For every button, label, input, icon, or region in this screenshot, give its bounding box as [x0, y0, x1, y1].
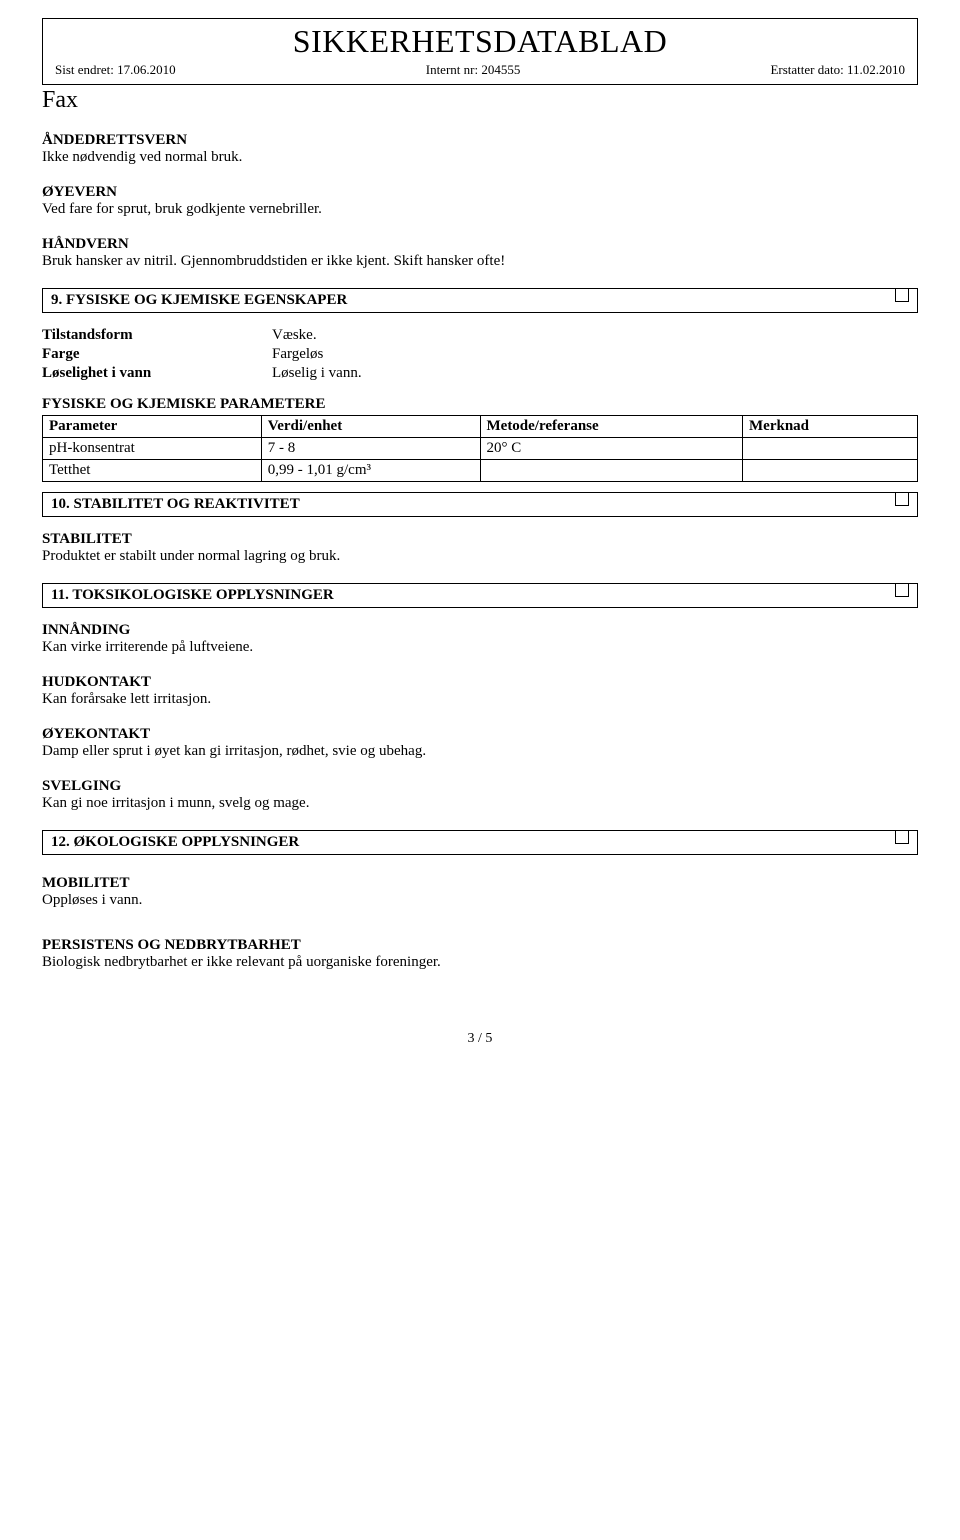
section-10-blocks: STABILITETProduktet er stabilt under nor… — [42, 531, 918, 565]
checkbox-icon — [895, 583, 909, 597]
block-title: SVELGING — [42, 778, 918, 795]
meta-center: Internt nr: 204555 — [426, 62, 521, 78]
page-footer: 3 / 5 — [42, 1031, 918, 1047]
section-11-blocks: INNÅNDINGKan virke irriterende på luftve… — [42, 622, 918, 812]
title-box: SIKKERHETSDATABLAD Sist endret: 17.06.20… — [42, 18, 918, 85]
table-cell: 0,99 - 1,01 g/cm³ — [261, 460, 480, 482]
property-value: Væske. — [272, 327, 317, 344]
text-block: ÅNDEDRETTSVERNIkke nødvendig ved normal … — [42, 132, 918, 166]
table-header: Metode/referanse — [480, 416, 743, 438]
property-value: Fargeløs — [272, 346, 323, 363]
property-value: Løselig i vann. — [272, 365, 362, 382]
block-title: ØYEVERN — [42, 184, 918, 201]
section-9-heading: 9. FYSISKE OG KJEMISKE EGENSKAPER — [51, 292, 347, 309]
section-11-heading: 11. TOKSIKOLOGISKE OPPLYSNINGER — [51, 587, 334, 604]
section-9-props: TilstandsformVæske.FargeFargeløsLøseligh… — [42, 327, 918, 382]
property-key: Løselighet i vann — [42, 365, 272, 382]
table-header: Parameter — [43, 416, 262, 438]
text-block: HÅNDVERNBruk hansker av nitril. Gjennomb… — [42, 236, 918, 270]
page-title: SIKKERHETSDATABLAD — [51, 23, 909, 60]
checkbox-icon — [895, 288, 909, 302]
section-12-blocks: MOBILITETOppløses i vann. PERSISTENS OG N… — [42, 875, 918, 971]
meta-left: Sist endret: 17.06.2010 — [55, 62, 176, 78]
block-title: MOBILITET — [42, 875, 918, 892]
meta-row: Sist endret: 17.06.2010 Internt nr: 2045… — [51, 60, 909, 78]
block-title: ØYEKONTAKT — [42, 726, 918, 743]
property-row: Løselighet i vannLøselig i vann. — [42, 365, 918, 382]
text-block: SVELGINGKan gi noe irritasjon i munn, sv… — [42, 778, 918, 812]
text-block: INNÅNDINGKan virke irriterende på luftve… — [42, 622, 918, 656]
section-10-bar: 10. STABILITET OG REAKTIVITET — [42, 492, 918, 517]
params-title: FYSISKE OG KJEMISKE PARAMETERE — [42, 396, 918, 413]
block-title: STABILITET — [42, 531, 918, 548]
text-block: PERSISTENS OG NEDBRYTBARHETBiologisk ned… — [42, 937, 918, 971]
table-cell: 7 - 8 — [261, 438, 480, 460]
text-block: MOBILITETOppløses i vann. — [42, 875, 918, 909]
block-text: Damp eller sprut i øyet kan gi irritasjo… — [42, 743, 918, 760]
section-12-heading: 12. ØKOLOGISKE OPPLYSNINGER — [51, 834, 299, 851]
table-cell — [743, 460, 918, 482]
top-blocks: ÅNDEDRETTSVERNIkke nødvendig ved normal … — [42, 132, 918, 270]
table-header: Merknad — [743, 416, 918, 438]
block-text: Produktet er stabilt under normal lagrin… — [42, 548, 918, 565]
block-text: Oppløses i vann. — [42, 892, 918, 909]
block-text: Kan forårsake lett irritasjon. — [42, 691, 918, 708]
block-text: Ved fare for sprut, bruk godkjente verne… — [42, 201, 918, 218]
section-10-heading: 10. STABILITET OG REAKTIVITET — [51, 496, 300, 513]
property-key: Farge — [42, 346, 272, 363]
table-cell: pH-konsentrat — [43, 438, 262, 460]
section-11-bar: 11. TOKSIKOLOGISKE OPPLYSNINGER — [42, 583, 918, 608]
block-title: PERSISTENS OG NEDBRYTBARHET — [42, 937, 918, 954]
block-title: ÅNDEDRETTSVERN — [42, 132, 918, 149]
block-text: Kan virke irriterende på luftveiene. — [42, 639, 918, 656]
block-title: INNÅNDING — [42, 622, 918, 639]
checkbox-icon — [895, 830, 909, 844]
block-text: Ikke nødvendig ved normal bruk. — [42, 149, 918, 166]
meta-right: Erstatter dato: 11.02.2010 — [770, 62, 905, 78]
fax-label: Fax — [42, 87, 918, 114]
table-row: Tetthet0,99 - 1,01 g/cm³ — [43, 460, 918, 482]
table-cell — [480, 460, 743, 482]
property-key: Tilstandsform — [42, 327, 272, 344]
table-row: pH-konsentrat7 - 820° C — [43, 438, 918, 460]
checkbox-icon — [895, 492, 909, 506]
block-text: Biologisk nedbrytbarhet er ikke relevant… — [42, 954, 918, 971]
block-title: HUDKONTAKT — [42, 674, 918, 691]
section-9-params: FYSISKE OG KJEMISKE PARAMETERE Parameter… — [42, 396, 918, 482]
text-block: HUDKONTAKTKan forårsake lett irritasjon. — [42, 674, 918, 708]
table-cell: 20° C — [480, 438, 743, 460]
params-table: ParameterVerdi/enhetMetode/referanseMerk… — [42, 415, 918, 482]
text-block: STABILITETProduktet er stabilt under nor… — [42, 531, 918, 565]
text-block: ØYEKONTAKTDamp eller sprut i øyet kan gi… — [42, 726, 918, 760]
table-cell: Tetthet — [43, 460, 262, 482]
block-text: Bruk hansker av nitril. Gjennombruddstid… — [42, 253, 918, 270]
block-title: HÅNDVERN — [42, 236, 918, 253]
property-row: FargeFargeløs — [42, 346, 918, 363]
section-9-bar: 9. FYSISKE OG KJEMISKE EGENSKAPER — [42, 288, 918, 313]
table-cell — [743, 438, 918, 460]
block-text: Kan gi noe irritasjon i munn, svelg og m… — [42, 795, 918, 812]
section-12-bar: 12. ØKOLOGISKE OPPLYSNINGER — [42, 830, 918, 855]
property-row: TilstandsformVæske. — [42, 327, 918, 344]
text-block: ØYEVERNVed fare for sprut, bruk godkjent… — [42, 184, 918, 218]
table-header: Verdi/enhet — [261, 416, 480, 438]
